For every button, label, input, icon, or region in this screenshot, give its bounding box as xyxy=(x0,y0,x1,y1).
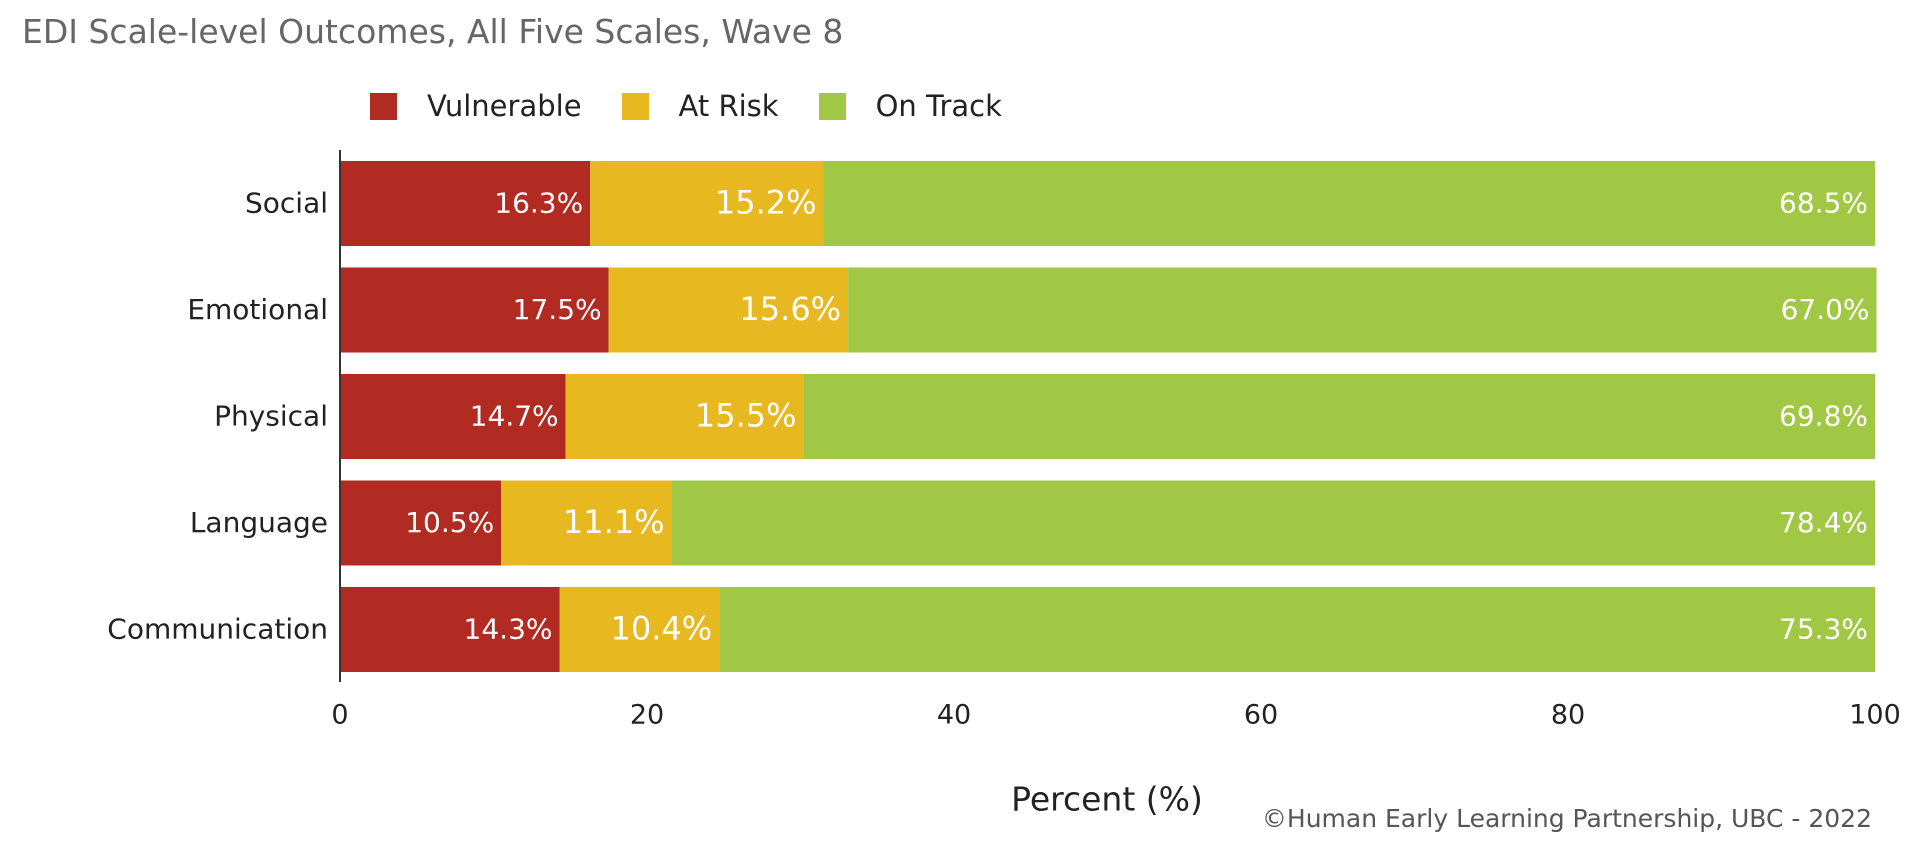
x-tick-label-60: 60 xyxy=(1244,700,1278,731)
bar-vulnerable-emotional xyxy=(340,267,609,353)
bar-at-risk-social xyxy=(590,161,824,246)
bar-at-risk-communication xyxy=(559,587,720,672)
legend-item-on-track: On Track xyxy=(818,89,1002,123)
category-label-emotional: Emotional xyxy=(187,293,328,326)
bar-on-track-communication xyxy=(719,587,1875,672)
data-label-vulnerable-communication: 14.3% xyxy=(464,613,553,646)
data-label-on-track-physical: 69.8% xyxy=(1779,400,1868,433)
data-label-at-risk-language: 11.1% xyxy=(563,503,665,541)
bar-on-track-social xyxy=(823,161,1875,246)
category-label-communication: Communication xyxy=(107,613,328,646)
bar-on-track-physical xyxy=(803,374,1875,459)
x-axis-label: Percent (%) xyxy=(1011,780,1203,819)
category-label-social: Social xyxy=(245,187,328,220)
bar-at-risk-physical xyxy=(565,374,804,459)
x-tick-label-40: 40 xyxy=(937,700,971,731)
category-label-language: Language xyxy=(190,506,328,539)
data-label-vulnerable-physical: 14.7% xyxy=(470,400,559,433)
x-tick-label-20: 20 xyxy=(630,700,664,731)
x-tick-label-80: 80 xyxy=(1551,700,1585,731)
data-label-at-risk-emotional: 15.6% xyxy=(739,290,841,328)
bar-vulnerable-language xyxy=(340,480,502,566)
data-label-vulnerable-language: 10.5% xyxy=(405,506,494,539)
legend-item-at-risk: At Risk xyxy=(621,89,779,123)
data-label-at-risk-communication: 10.4% xyxy=(610,610,712,648)
data-label-vulnerable-emotional: 17.5% xyxy=(513,293,602,326)
x-tick-label-100: 100 xyxy=(1849,700,1901,731)
bar-on-track-emotional xyxy=(848,267,1877,353)
bar-vulnerable-physical xyxy=(340,374,566,459)
bar-vulnerable-communication xyxy=(340,587,560,672)
legend-item-vulnerable: Vulnerable xyxy=(370,89,582,123)
category-label-physical: Physical xyxy=(214,400,328,433)
bar-on-track-language xyxy=(671,480,1875,566)
data-label-on-track-emotional: 67.0% xyxy=(1781,293,1870,326)
copyright-credit: ©Human Early Learning Partnership, UBC -… xyxy=(1261,804,1872,833)
legend: Vulnerable At Risk On Track xyxy=(370,88,1042,124)
chart-title: EDI Scale-level Outcomes, All Five Scale… xyxy=(22,12,844,51)
x-tick-label-0: 0 xyxy=(331,700,348,731)
data-label-at-risk-social: 15.2% xyxy=(715,184,817,222)
legend-swatch-vulnerable xyxy=(370,92,397,120)
data-label-at-risk-physical: 15.5% xyxy=(695,397,797,435)
data-label-on-track-communication: 75.3% xyxy=(1779,613,1868,646)
legend-swatch-on-track xyxy=(818,92,846,120)
data-label-vulnerable-social: 16.3% xyxy=(494,187,583,220)
bar-at-risk-language xyxy=(501,480,672,566)
legend-label-vulnerable: Vulnerable xyxy=(427,89,582,123)
legend-label-at-risk: At Risk xyxy=(678,89,779,123)
data-label-on-track-social: 68.5% xyxy=(1779,187,1868,220)
legend-label-on-track: On Track xyxy=(875,89,1002,123)
bar-vulnerable-social xyxy=(340,161,591,246)
data-label-on-track-language: 78.4% xyxy=(1779,506,1868,539)
legend-swatch-at-risk xyxy=(621,92,649,120)
bar-at-risk-emotional xyxy=(608,267,849,353)
